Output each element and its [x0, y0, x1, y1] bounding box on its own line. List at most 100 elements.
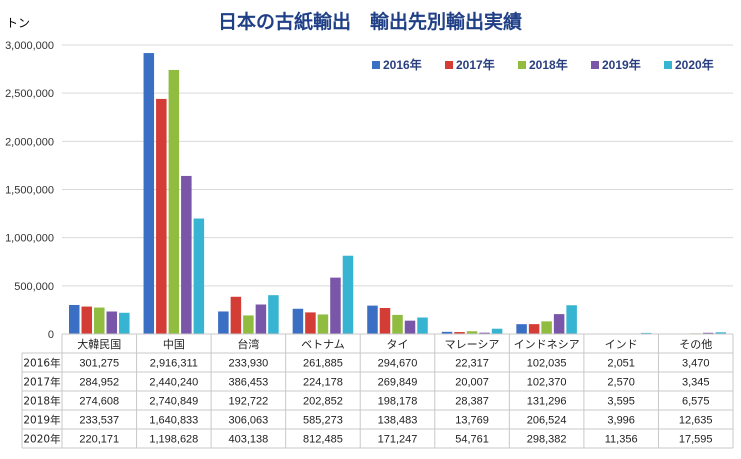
bar [255, 304, 267, 334]
bar [566, 305, 577, 334]
table-cell-value: 206,524 [527, 415, 567, 427]
legend-swatch [664, 61, 672, 69]
bar [516, 324, 527, 334]
bar [491, 328, 503, 334]
bar [292, 308, 304, 334]
bar [230, 296, 242, 334]
legend-swatch [591, 61, 599, 69]
bar [69, 304, 80, 334]
legend-label: 2019年 [602, 57, 641, 72]
table-cell-value: 22,317 [455, 358, 489, 370]
table-cell-value: 3,470 [682, 358, 710, 370]
bar [243, 315, 254, 334]
legend-swatch [445, 61, 453, 69]
bar [106, 311, 118, 334]
table-cell-value: 2,440,240 [149, 377, 198, 389]
category-label: 中国 [163, 338, 185, 351]
bar [193, 218, 205, 334]
legend-label: 2016年 [383, 57, 422, 72]
table-cell-value: 2,740,849 [149, 396, 198, 408]
table-cell-value: 6,575 [682, 396, 710, 408]
table-cell-value: 138,483 [378, 415, 418, 427]
table-cell-value: 3,996 [607, 415, 635, 427]
table-cell-value: 11,356 [605, 434, 638, 446]
y-tick-label: 0 [48, 329, 54, 341]
bar [156, 98, 167, 334]
bar [441, 331, 453, 334]
bar [553, 314, 565, 334]
table-cell-value: 3,595 [607, 396, 635, 408]
table-cell-value: 220,171 [79, 434, 119, 446]
series-row-label: 2016年 [23, 357, 60, 370]
table-cell-value: 306,063 [229, 415, 269, 427]
y-tick-label: 1,500,000 [5, 185, 54, 197]
table-cell-value: 233,537 [79, 415, 119, 427]
legend-swatch [372, 61, 380, 69]
bar [715, 332, 726, 334]
table-cell-value: 1,198,628 [149, 434, 198, 446]
table-cell-value: 261,885 [303, 358, 343, 370]
chart-title: 日本の古紙輸出 輸出先別輸出実績 [218, 10, 522, 33]
table-cell-value: 403,138 [229, 434, 269, 446]
table-cell-value: 192,722 [229, 396, 269, 408]
table-cell-value: 301,275 [79, 358, 119, 370]
table-cell-value: 2,916,311 [150, 358, 198, 370]
table-cell-value: 386,453 [229, 377, 269, 389]
table-cell-value: 20,007 [455, 377, 489, 389]
category-label: インド [605, 338, 638, 351]
table-cell-value: 12,635 [679, 415, 713, 427]
category-label: インドネシア [514, 338, 580, 351]
category-label: マレーシア [445, 338, 500, 351]
bar [702, 332, 714, 334]
bar [168, 69, 180, 335]
table-cell-value: 198,178 [378, 396, 418, 408]
bar [404, 320, 416, 334]
table-cell-value: 131,296 [527, 396, 567, 408]
table-cell-value: 202,852 [303, 396, 343, 408]
legend: 2016年 2017年 2018年 2019年 2020年 [372, 57, 714, 72]
table-cell-value: 102,035 [527, 358, 567, 370]
table-cell-value: 812,485 [303, 434, 343, 446]
legend-label: 2017年 [456, 57, 495, 72]
table-cell-value: 284,952 [79, 377, 119, 389]
table-cell-value: 224,178 [303, 377, 343, 389]
table-cell-value: 54,761 [455, 434, 489, 446]
bar [466, 331, 478, 334]
category-label: ベトナム [301, 338, 345, 351]
table-cell-value: 274,608 [79, 396, 119, 408]
y-axis-ticks: 0 500,000 1,000,000 1,500,000 2,000,000 2,500… [5, 40, 54, 341]
y-tick-label: 2,500,000 [5, 88, 54, 100]
bar [417, 317, 428, 334]
table-cell-value: 171,247 [378, 434, 418, 446]
legend-label: 2018年 [529, 57, 568, 72]
bars [69, 53, 726, 335]
bar [181, 175, 192, 334]
bar [479, 332, 490, 334]
bar [342, 255, 354, 334]
table-cell-value: 102,370 [527, 377, 567, 389]
y-tick-label: 1,000,000 [5, 233, 54, 245]
legend-label: 2020年 [675, 57, 714, 72]
table-cell-value: 2,051 [607, 358, 635, 370]
category-label: 台湾 [237, 337, 259, 351]
bar [218, 311, 229, 334]
table-cell-value: 2,570 [607, 377, 635, 389]
bar [305, 312, 316, 334]
table-cell-value: 585,273 [303, 415, 343, 427]
category-label: タイ [387, 338, 409, 351]
bar [143, 53, 155, 334]
bar [541, 321, 552, 334]
bar [330, 277, 341, 334]
bar [640, 332, 652, 334]
bar [119, 312, 130, 334]
bar [392, 314, 403, 334]
bar [94, 307, 105, 334]
data-table: 大韓民国 中国 台湾 ベトナム タイ マレーシア インドネシア インド その他 2016年 301,… [21, 333, 734, 449]
bar [367, 305, 378, 334]
table-cell-value: 269,849 [378, 377, 418, 389]
series-row-label: 2018年 [23, 395, 60, 408]
legend-swatch [518, 61, 526, 69]
category-label: 大韓民国 [77, 337, 121, 351]
